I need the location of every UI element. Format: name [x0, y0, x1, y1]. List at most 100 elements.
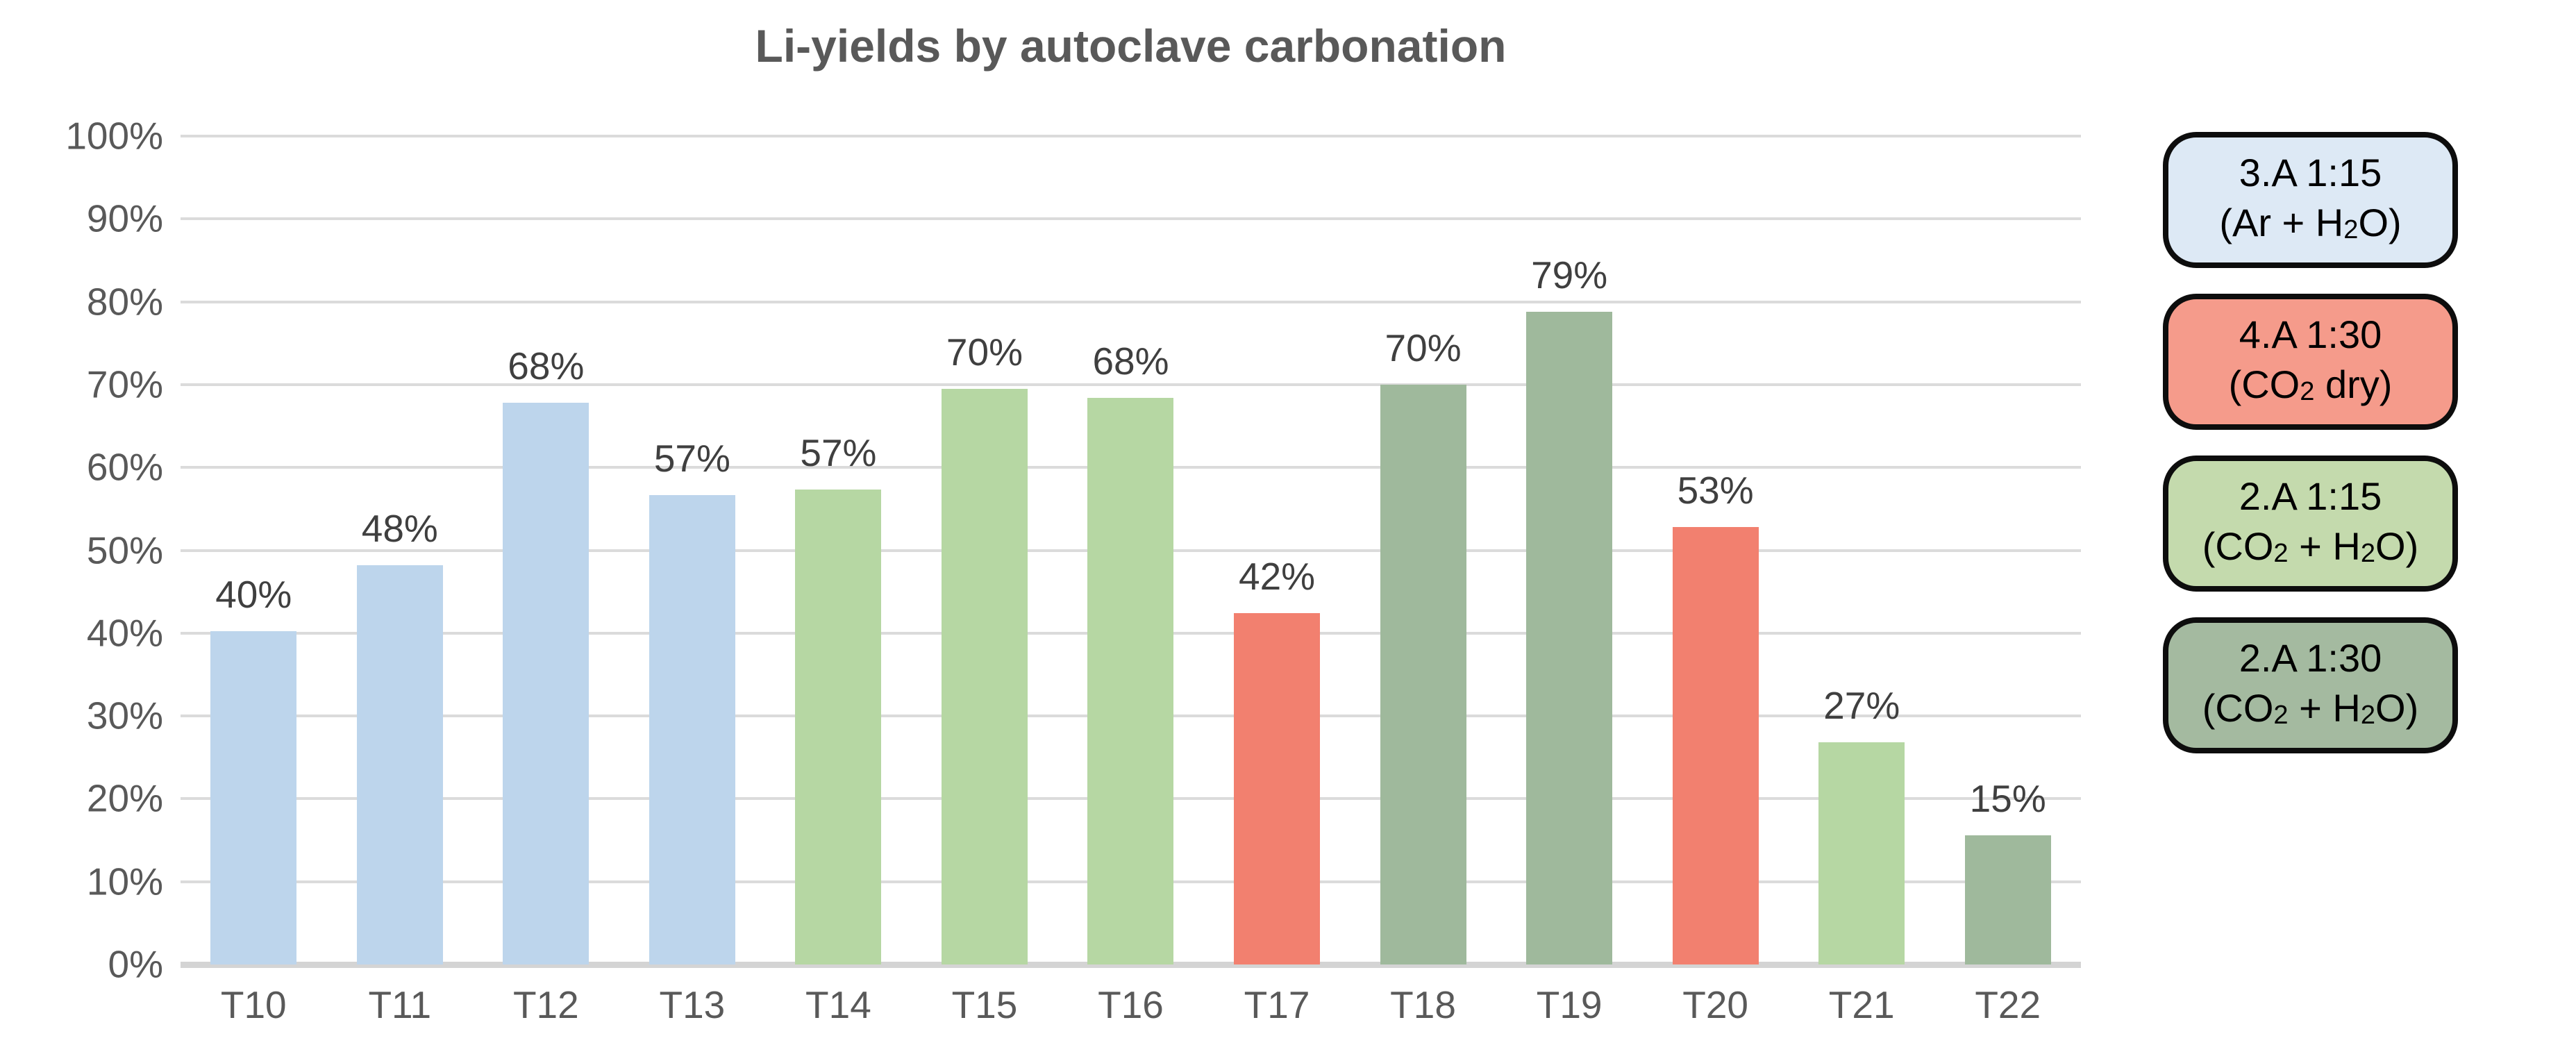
legend-item-3A-1-15-ar-h2o: 3.A 1:15 (Ar + H2O)	[2163, 132, 2458, 268]
legend-item-2A-1-30-co2-h2o: 2.A 1:30 (CO2 + H2O)	[2163, 617, 2458, 753]
legend-label-line: 2.A 1:15	[2239, 471, 2382, 521]
y-axis-tick-label: 10%	[86, 860, 163, 903]
bar-slot: 15%	[1934, 136, 2081, 964]
legend-text: + H	[2288, 685, 2361, 730]
x-axis-tick-label: T14	[805, 983, 871, 1026]
bar-slot: 68%	[1057, 136, 1204, 964]
bar-value-label: 53%	[1677, 469, 1754, 512]
legend-text: 2.A 1:15	[2239, 474, 2382, 518]
subscript-digit: 2	[2360, 539, 2376, 569]
subscript-digit: 2	[2273, 539, 2289, 569]
x-axis-tick-label: T19	[1536, 983, 1603, 1026]
y-axis-tick-label: 100%	[65, 114, 163, 158]
legend-text: 4.A 1:30	[2239, 312, 2382, 356]
legend-text: 3.A 1:15	[2239, 150, 2382, 194]
y-axis-tick-label: 70%	[86, 362, 163, 406]
y-axis-tick-label: 40%	[86, 611, 163, 655]
y-axis-tick-label: 30%	[86, 694, 163, 737]
bar-t19	[1526, 311, 1613, 964]
legend-text: O)	[2375, 524, 2419, 568]
bar-t13	[649, 494, 735, 964]
bar-t21	[1818, 742, 1905, 964]
y-axis-tick-label: 0%	[108, 942, 164, 986]
gridline	[181, 217, 2081, 221]
legend-label-line: 4.A 1:30	[2239, 310, 2382, 360]
legend-label-line: (CO2 + H2O)	[2202, 683, 2419, 738]
legend-item-4A-1-30-co2-dry: 4.A 1:30 (CO2 dry)	[2163, 294, 2458, 430]
legend-text: (CO	[2202, 524, 2274, 568]
bar-slot: 68%	[473, 136, 619, 964]
bar-t10	[210, 631, 297, 964]
legend-label-line: (Ar + H2O)	[2219, 198, 2401, 253]
bar-t15	[941, 388, 1028, 964]
y-axis-tick-label: 20%	[86, 776, 163, 820]
gridline	[181, 383, 2081, 386]
bar-slot: 48%	[327, 136, 474, 964]
bar-t12	[503, 403, 589, 964]
bar-slot: 53%	[1642, 136, 1789, 964]
bar-value-label: 68%	[1092, 340, 1169, 383]
x-axis-tick-label: T11	[368, 983, 432, 1026]
legend-label-line: (CO2 + H2O)	[2202, 521, 2419, 576]
bar-slot: 79%	[1496, 136, 1643, 964]
bar-t14	[795, 490, 882, 964]
bar-t17	[1234, 613, 1321, 964]
bar-t18	[1380, 384, 1466, 964]
gridline	[181, 300, 2081, 303]
bar-value-label: 79%	[1531, 253, 1608, 296]
x-axis-tick-label: T16	[1098, 983, 1164, 1026]
y-axis-tick-label: 50%	[86, 528, 163, 571]
y-axis-tick-label: 60%	[86, 445, 163, 489]
y-axis-tick-label: 80%	[86, 280, 163, 324]
bar-value-label: 68%	[508, 344, 585, 388]
bar-t20	[1672, 527, 1759, 964]
legend-text: (CO	[2228, 362, 2300, 406]
x-axis-tick-label: T21	[1828, 983, 1895, 1026]
x-axis-tick-label: T18	[1390, 983, 1456, 1026]
bar-value-label: 15%	[1969, 776, 2046, 820]
legend-text: (CO	[2202, 685, 2274, 730]
bar-t22	[1964, 835, 2051, 964]
bar-slot: 40%	[181, 136, 327, 964]
bar-slot: 70%	[1350, 136, 1496, 964]
bar-value-label: 57%	[800, 431, 877, 475]
legend-text: dry)	[2314, 362, 2393, 406]
bar-value-label: 57%	[653, 436, 730, 480]
bar-slot: 27%	[1789, 136, 1935, 964]
y-axis-tick-label: 90%	[86, 197, 163, 240]
bar-value-label: 70%	[1385, 326, 1462, 369]
legend-text: O)	[2375, 685, 2419, 730]
bar-t11	[356, 565, 443, 964]
chart-title: Li-yields by autoclave carbonation	[755, 20, 1507, 72]
legend-text: (Ar + H	[2219, 200, 2344, 244]
gridline	[181, 135, 2081, 137]
bar-slot: 42%	[1204, 136, 1350, 964]
x-axis-tick-label: T22	[1975, 983, 2041, 1026]
x-axis-line	[181, 962, 2081, 968]
subscript-digit: 2	[2360, 701, 2376, 730]
bar-value-label: 42%	[1238, 555, 1316, 599]
x-axis-tick-label: T12	[512, 983, 579, 1026]
x-axis-tick-label: T10	[220, 983, 287, 1026]
legend-label-line: 2.A 1:30	[2239, 633, 2382, 683]
bar-slot: 57%	[619, 136, 766, 964]
bar-value-label: 27%	[1823, 684, 1900, 728]
subscript-digit: 2	[2300, 377, 2315, 407]
legend-text: O)	[2358, 200, 2402, 244]
x-axis-tick-label: T17	[1244, 983, 1310, 1026]
legend-item-2A-1-15-co2-h2o: 2.A 1:15 (CO2 + H2O)	[2163, 456, 2458, 592]
legend-text: + H	[2288, 524, 2361, 568]
legend-label-line: (CO2 dry)	[2229, 360, 2393, 415]
bar-value-label: 48%	[361, 506, 438, 550]
x-axis-tick-label: T20	[1682, 983, 1749, 1026]
subscript-digit: 2	[2343, 215, 2359, 245]
bar-value-label: 40%	[215, 573, 292, 617]
bar-value-label: 70%	[946, 330, 1023, 374]
legend-label-line: 3.A 1:15	[2239, 148, 2382, 198]
bar-slot: 70%	[912, 136, 1058, 964]
subscript-digit: 2	[2273, 701, 2289, 730]
bar-t16	[1087, 398, 1174, 964]
x-axis-tick-label: T13	[659, 983, 726, 1026]
plot-area: 0% 10% 20% 30% 40% 50% 60% 70% 80% 90% 100% 40% T10 4…	[65, 117, 2081, 1026]
